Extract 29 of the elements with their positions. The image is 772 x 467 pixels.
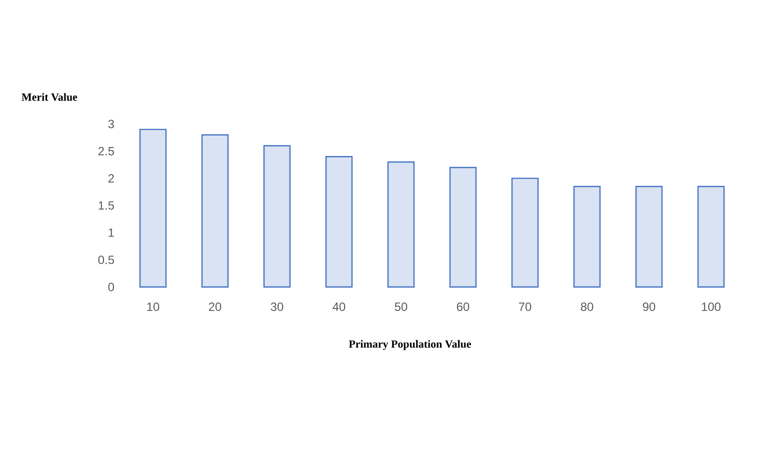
x-tick-label: 70 bbox=[518, 302, 532, 311]
x-tick-label: 90 bbox=[642, 302, 656, 311]
y-tick-label: 0.5 bbox=[98, 256, 114, 264]
y-tick-label: 3 bbox=[108, 120, 114, 128]
bar bbox=[511, 178, 539, 288]
x-tick-label: 10 bbox=[147, 302, 160, 311]
bar bbox=[635, 186, 663, 288]
bar bbox=[201, 134, 229, 288]
bar bbox=[139, 128, 167, 288]
y-axis-title: Merit Value bbox=[22, 93, 78, 101]
bar bbox=[449, 166, 477, 288]
x-tick-label: 20 bbox=[208, 302, 222, 311]
bar bbox=[387, 161, 415, 288]
x-tick-label: 100 bbox=[702, 302, 721, 311]
y-tick-label: 1.5 bbox=[98, 201, 114, 210]
x-tick-label: 80 bbox=[580, 302, 594, 311]
x-tick-label: 60 bbox=[456, 302, 470, 311]
x-axis-title: Primary Population Value bbox=[348, 340, 472, 350]
bar bbox=[263, 145, 291, 288]
bar bbox=[325, 156, 353, 288]
y-tick-label: 1 bbox=[108, 228, 114, 237]
bar bbox=[573, 186, 601, 288]
y-tick-label: 0 bbox=[108, 282, 114, 292]
y-tick-label: 2 bbox=[108, 174, 114, 183]
x-tick-label: 50 bbox=[394, 302, 408, 311]
x-tick-label: 40 bbox=[332, 302, 346, 311]
bar bbox=[697, 186, 725, 288]
x-tick-label: 30 bbox=[270, 302, 284, 311]
y-tick-label: 2.5 bbox=[98, 146, 114, 156]
